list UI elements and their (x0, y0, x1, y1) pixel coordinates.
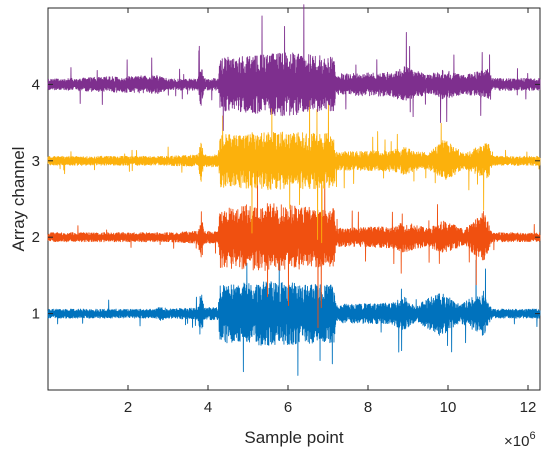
x-axis-exponent: ×106 (504, 430, 536, 450)
x-tick-label: 6 (284, 399, 292, 416)
channel-2-waveform (47, 161, 541, 328)
x-axis-exponent-power: 6 (529, 430, 535, 442)
y-tick-label: 3 (32, 153, 40, 170)
channel-3-waveform (47, 86, 541, 244)
x-tick-label: 2 (124, 399, 132, 416)
x-axis-exponent-base: ×10 (504, 433, 529, 450)
channel-1-waveform (47, 259, 541, 376)
x-axis-ticks: 2 4 6 8 10 12 (124, 8, 537, 416)
y-tick-label: 2 (32, 229, 40, 246)
x-tick-label: 4 (204, 399, 212, 416)
y-axis-ticks: 1 2 3 4 (32, 76, 540, 323)
y-tick-label: 1 (32, 306, 40, 323)
channel-4-waveform (47, 4, 541, 131)
y-axis-label: Array channel (9, 147, 28, 252)
x-tick-label: 8 (364, 399, 372, 416)
x-tick-label: 10 (440, 399, 457, 416)
x-tick-label: 12 (520, 399, 537, 416)
x-axis-label: Sample point (244, 428, 344, 447)
y-tick-label: 4 (32, 76, 40, 93)
plot-area (47, 4, 541, 376)
